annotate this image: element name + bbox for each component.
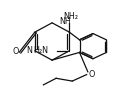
Text: N: N [26, 46, 32, 55]
Text: O: O [88, 70, 95, 79]
Text: NH₂: NH₂ [63, 12, 78, 21]
Text: O: O [13, 47, 19, 56]
Text: NH: NH [59, 17, 71, 26]
Text: H₂N: H₂N [33, 46, 48, 55]
